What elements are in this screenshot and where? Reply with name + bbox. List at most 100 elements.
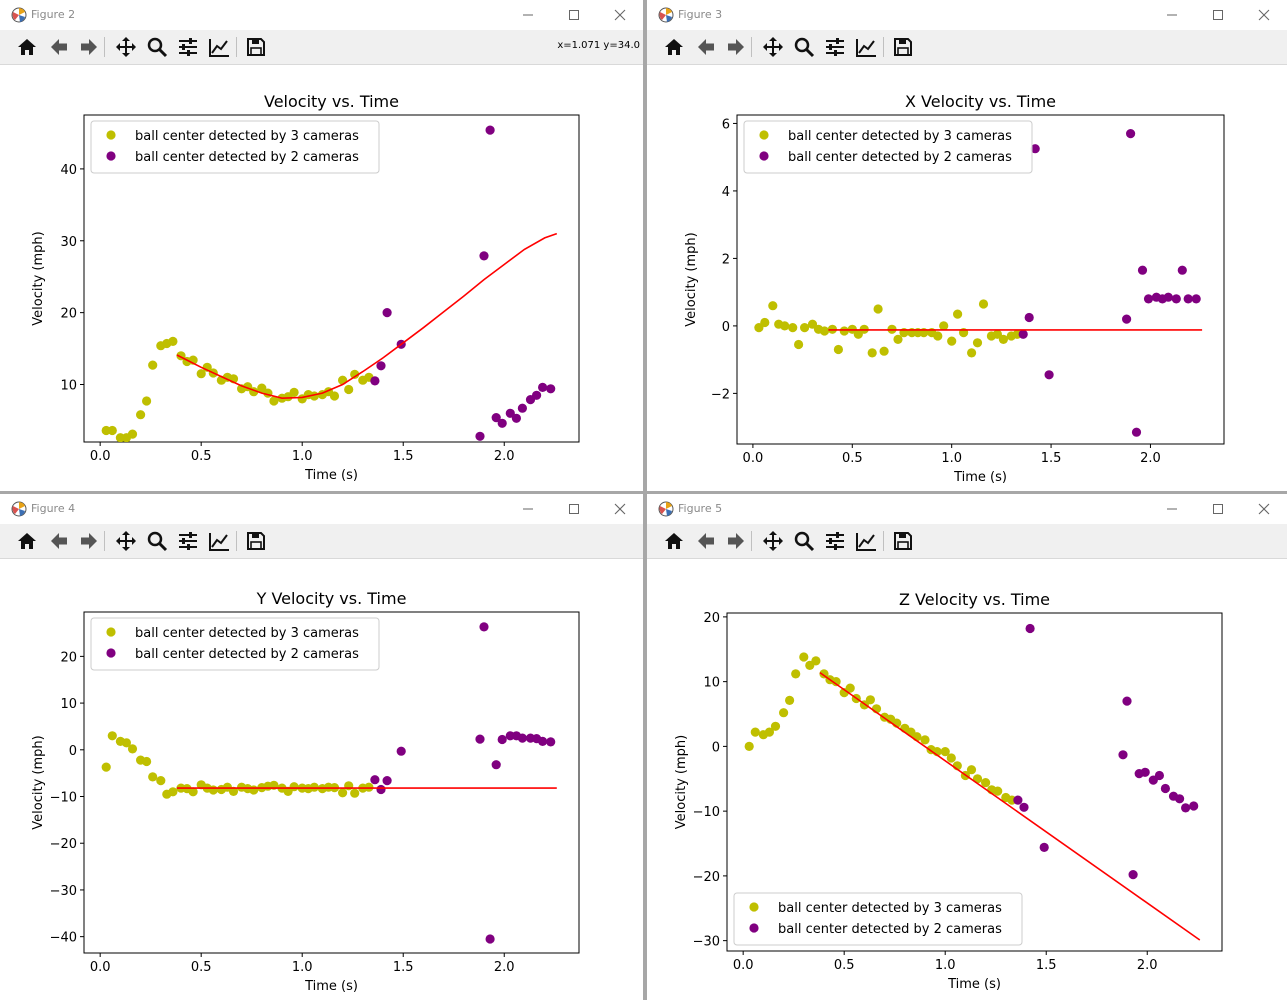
x-tick-label: 2.0 [494,449,515,464]
point-3-cameras [136,410,146,420]
pan-button[interactable] [112,527,140,555]
legend-label: ball center detected by 3 cameras [788,129,1012,144]
x-tick-label: 0.5 [191,960,212,975]
figure-canvas[interactable]: Z Velocity vs. Time 0.0 0.5 1.0 1.5 2.0 −30 −20… [647,559,1287,1000]
close-button[interactable] [1241,0,1287,30]
configure-subplots-button[interactable] [174,33,202,61]
edit-axis-button[interactable] [852,527,880,555]
pan-icon [116,37,136,57]
forward-arrow-icon [728,533,744,549]
point-2-cameras [491,760,501,770]
home-button[interactable] [13,33,41,61]
point-3-cameras [978,299,989,309]
minimize-button[interactable] [1149,494,1195,524]
maximize-button[interactable] [1195,494,1241,524]
close-button[interactable] [597,0,643,30]
pan-button[interactable] [759,527,787,555]
edit-axis-button[interactable] [205,527,233,555]
point-3-cameras [940,747,950,757]
minimize-button[interactable] [1149,0,1195,30]
point-3-cameras [831,677,841,687]
point-2-cameras [517,403,528,413]
zoom-button[interactable] [790,527,818,555]
back-arrow-button[interactable] [692,33,720,61]
y-tick-label: −40 [50,931,77,946]
point-2-cameras [485,934,495,944]
back-arrow-button[interactable] [692,527,720,555]
legend-box [743,120,1033,174]
y-tick-label: 2 [722,252,730,267]
configure-subplots-button[interactable] [174,527,202,555]
y-tick-label: −10 [693,805,720,820]
x-tick-label: 1.5 [393,960,414,975]
point-3-cameras [257,383,267,393]
home-button[interactable] [660,33,688,61]
home-button[interactable] [13,527,41,555]
zoom-button[interactable] [143,527,171,555]
title-bar[interactable]: Figure 2 [0,0,643,30]
y-tick-label: 0 [69,744,77,759]
point-3-cameras [764,727,774,737]
point-2-cameras [1122,696,1132,706]
point-3-cameras [107,731,117,741]
x-tick-label: 2.0 [1140,451,1161,466]
y-axis-label: Velocity (mph) [674,735,689,829]
forward-arrow-button[interactable] [722,33,750,61]
title-bar[interactable]: Figure 3 [647,0,1287,30]
point-2-cameras [475,431,485,441]
save-icon [894,532,912,550]
edit-axis-icon [209,39,229,57]
minimize-button[interactable] [505,0,551,30]
back-arrow-button[interactable] [45,527,73,555]
configure-subplots-button[interactable] [821,33,849,61]
title-bar[interactable]: Figure 4 [0,494,643,524]
save-button[interactable] [242,33,270,61]
point-2-cameras [475,734,485,744]
forward-arrow-button[interactable] [722,527,750,555]
back-arrow-button[interactable] [45,33,73,61]
edit-axis-button[interactable] [205,33,233,61]
close-button[interactable] [1241,494,1287,524]
point-3-cameras [879,346,889,356]
back-arrow-icon [698,39,714,55]
pan-icon [763,37,783,57]
maximize-button[interactable] [1195,0,1241,30]
home-button[interactable] [660,527,688,555]
legend-label: ball center detected by 2 cameras [778,922,1002,937]
save-button[interactable] [889,527,917,555]
forward-arrow-button[interactable] [75,527,103,555]
point-3-cameras [845,683,855,693]
close-button[interactable] [597,494,643,524]
figure-canvas[interactable]: X Velocity vs. Time 0.0 0.5 1.0 1.5 2.0 −2 0 2 4 6… [647,65,1287,491]
save-button[interactable] [242,527,270,555]
forward-arrow-button[interactable] [75,33,103,61]
configure-subplots-button[interactable] [821,527,849,555]
minimize-button[interactable] [505,494,551,524]
point-3-cameras [196,369,206,379]
x-tick-label: 1.5 [1036,958,1057,973]
pan-button[interactable] [759,33,787,61]
figure-canvas[interactable]: Velocity vs. Time 0.0 0.5 1.0 1.5 2.0 10 20 30 40… [0,65,643,491]
point-3-cameras [779,708,789,718]
save-button[interactable] [889,33,917,61]
point-2-cameras [1044,370,1054,380]
figure-canvas[interactable]: Y Velocity vs. Time 0.0 0.5 1.0 1.5 2.0 −40 −30… [0,559,643,1000]
point-2-cameras [1118,750,1128,760]
zoom-button[interactable] [143,33,171,61]
title-bar[interactable]: Figure 5 [647,494,1287,524]
point-2-cameras [1030,144,1040,154]
point-2-cameras [505,408,515,418]
edit-axis-icon [856,39,876,57]
maximize-button[interactable] [551,0,597,30]
point-3-cameras [794,339,804,350]
point-3-cameras [839,326,849,336]
pan-button[interactable] [112,33,140,61]
zoom-button[interactable] [790,33,818,61]
maximize-button[interactable] [551,494,597,524]
point-2-cameras [1143,294,1154,304]
home-icon [665,533,683,549]
x-tick-label: 2.0 [494,960,515,975]
edit-axis-button[interactable] [852,33,880,61]
point-3-cameras [148,360,158,370]
point-2-cameras [1039,842,1049,852]
